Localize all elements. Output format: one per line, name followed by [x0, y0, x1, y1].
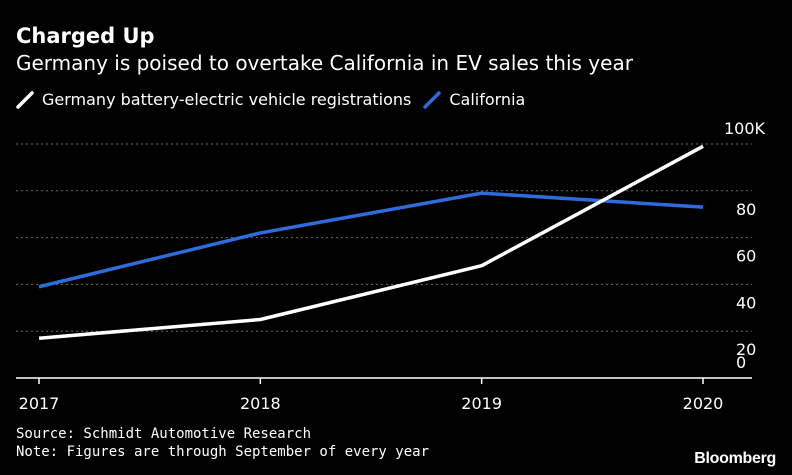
x-tick-label: 2018: [240, 394, 281, 413]
y-tick-label: 60: [736, 247, 756, 266]
y-tick-label: 100K: [724, 119, 766, 138]
footnote: Note: Figures are through September of e…: [16, 444, 430, 460]
source-note: Source: Schmidt Automotive Research: [16, 426, 312, 442]
x-tick-label: 2019: [461, 394, 502, 413]
series-line-california: [38, 191, 704, 289]
bloomberg-logo: Bloomberg: [694, 450, 776, 467]
series-line-germany: [38, 144, 704, 340]
legend-label-california: California: [449, 90, 526, 109]
legend-label-germany: Germany battery-electric vehicle registr…: [42, 90, 412, 109]
y-tick-label: 40: [736, 293, 756, 312]
y-tick-label: 0: [736, 353, 746, 372]
chart-subtitle: Germany is poised to overtake California…: [16, 51, 633, 75]
legend-item-california: California: [423, 90, 525, 109]
legend-swatch-germany: [16, 90, 34, 109]
chart-title: Charged Up: [16, 24, 155, 48]
legend-item-germany: Germany battery-electric vehicle registr…: [16, 90, 411, 109]
legend-swatch-california: [423, 90, 442, 109]
y-tick-label: 20: [736, 340, 756, 359]
legend-line-california: [423, 90, 442, 109]
x-tick-label: 2017: [19, 394, 60, 413]
legend: Germany battery-electric vehicle registr…: [16, 90, 537, 109]
legend-line-germany: [16, 90, 34, 109]
y-tick-label: 80: [736, 200, 756, 219]
x-tick-label: 2020: [683, 394, 724, 413]
